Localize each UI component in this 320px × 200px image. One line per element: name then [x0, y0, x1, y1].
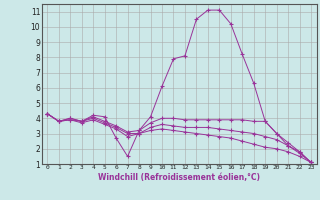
- X-axis label: Windchill (Refroidissement éolien,°C): Windchill (Refroidissement éolien,°C): [98, 173, 260, 182]
